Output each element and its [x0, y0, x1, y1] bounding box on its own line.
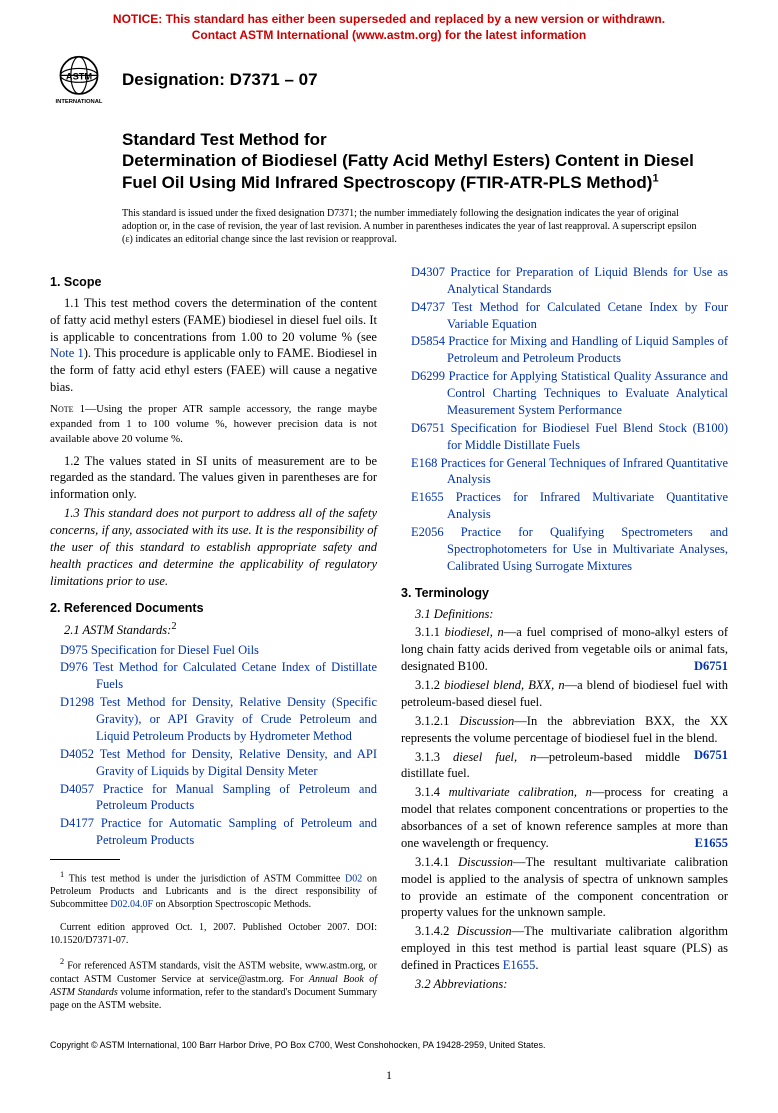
term-sub2: 3.2 Abbreviations: [401, 976, 728, 993]
ref-item[interactable]: D4057 Practice for Manual Sampling of Pe… [50, 781, 377, 815]
t1ref-link[interactable]: D6751 [680, 658, 728, 675]
term-3-1-1: 3.1.1 biodiesel, n—a fuel comprised of m… [401, 624, 728, 675]
term-3-1-4-2: 3.1.4.2 Discussion—The multivariate cali… [401, 923, 728, 974]
ref-item[interactable]: E1655 Practices for Infrared Multivariat… [401, 489, 728, 523]
term-3-1-3: 3.1.3 diesel fuel, n—petroleum-based mid… [401, 749, 728, 783]
t2d: 3.1.2.1 Discussion—In the abbreviation B… [401, 714, 728, 745]
note-label: Note [50, 403, 74, 415]
ref-item[interactable]: D975 Specification for Diesel Fuel Oils [50, 642, 377, 659]
ref-item[interactable]: E2056 Practice for Qualifying Spectromet… [401, 524, 728, 575]
t4d2b: . [535, 958, 538, 972]
scope-1-1b: ). This procedure is applicable only to … [50, 346, 377, 394]
fn1a: This test method is under the jurisdicti… [64, 873, 345, 884]
refs-sub: 2.1 ASTM Standards:2 [50, 620, 377, 639]
scope-1-1: 1.1 This test method covers the determin… [50, 295, 377, 396]
scope-1-2: 1.2 The values stated in SI units of mea… [50, 453, 377, 504]
ref-item[interactable]: D4737 Test Method for Calculated Cetane … [401, 299, 728, 333]
refs-list-left: D975 Specification for Diesel Fuel OilsD… [50, 642, 377, 850]
page-number: 1 [50, 1068, 728, 1083]
ref-item[interactable]: D6299 Practice for Applying Statistical … [401, 368, 728, 419]
ref-item[interactable]: D4177 Practice for Automatic Sampling of… [50, 815, 377, 849]
scope-head: 1. Scope [50, 274, 377, 291]
ref-item[interactable]: D976 Test Method for Calculated Cetane I… [50, 659, 377, 693]
refs-sup: 2 [171, 621, 176, 632]
t4term: multivariate calibration, n [449, 785, 592, 799]
t4d2-link[interactable]: E1655 [503, 958, 536, 972]
term-3-1-4: 3.1.4 multivariate calibration, n—proces… [401, 784, 728, 852]
ref-item[interactable]: E168 Practices for General Techniques of… [401, 455, 728, 489]
copyright: Copyright © ASTM International, 100 Barr… [50, 1040, 728, 1050]
title-sup: 1 [652, 172, 658, 184]
scope-1-1a: 1.1 This test method covers the determin… [50, 296, 377, 344]
footnote-1b: Current edition approved Oct. 1, 2007. P… [50, 921, 377, 947]
ref-item[interactable]: D4052 Test Method for Density, Relative … [50, 746, 377, 780]
term-3-1-2: 3.1.2 biodiesel blend, BXX, n—a blend of… [401, 677, 728, 711]
ref-item[interactable]: D5854 Practice for Mixing and Handling o… [401, 333, 728, 367]
svg-text:ASTM: ASTM [66, 72, 93, 82]
term-3-1-4-1: 3.1.4.1 Discussion—The resultant multiva… [401, 854, 728, 922]
t1term: biodiesel, n [445, 625, 504, 639]
notice-line-2: Contact ASTM International (www.astm.org… [192, 28, 586, 42]
note-1-text: Using the proper ATR sample accessory, t… [50, 403, 377, 445]
t4d2a: 3.1.4.2 Discussion—The multivariate cali… [401, 924, 728, 972]
designation: Designation: D7371 – 07 [122, 70, 318, 90]
t2term: biodiesel blend, BXX, n [444, 678, 565, 692]
title-block: Standard Test Method for Determination o… [122, 129, 728, 193]
notice-banner: NOTICE: This standard has either been su… [50, 12, 728, 43]
page: NOTICE: This standard has either been su… [0, 0, 778, 1113]
t1a: 3.1.1 [415, 625, 445, 639]
fn1-link-1[interactable]: D02 [345, 873, 362, 884]
columns: 1. Scope 1.1 This test method covers the… [50, 264, 728, 1022]
issuance-note: This standard is issued under the fixed … [122, 207, 698, 246]
refs-list-right: D4307 Practice for Preparation of Liquid… [401, 264, 728, 575]
refs-head: 2. Referenced Documents [50, 600, 377, 617]
scope-1-3: 1.3 This standard does not purport to ad… [50, 505, 377, 589]
ref-item[interactable]: D6751 Specification for Biodiesel Fuel B… [401, 420, 728, 454]
ref-item[interactable]: D4307 Practice for Preparation of Liquid… [401, 264, 728, 298]
fn1-link-2[interactable]: D02.04.0F [110, 899, 153, 910]
term-3-1-2-1: 3.1.2.1 Discussion—In the abbreviation B… [401, 713, 728, 747]
term-head: 3. Terminology [401, 585, 728, 602]
title-main: Determination of Biodiesel (Fatty Acid M… [122, 150, 728, 193]
title-pre: Standard Test Method for [122, 129, 728, 150]
footnote-separator [50, 859, 120, 860]
left-column: 1. Scope 1.1 This test method covers the… [50, 264, 377, 1022]
t4a: 3.1.4 [415, 785, 449, 799]
astm-logo: ASTM INTERNATIONAL [50, 51, 108, 109]
footnote-2: 2 For referenced ASTM standards, visit t… [50, 957, 377, 1011]
header-row: ASTM INTERNATIONAL Designation: D7371 – … [50, 51, 728, 109]
fn1c: on Absorption Spectroscopic Methods. [153, 899, 311, 910]
title-main-text: Determination of Biodiesel (Fatty Acid M… [122, 151, 694, 191]
t3a: 3.1.3 [415, 750, 453, 764]
note-num: 1— [74, 403, 97, 415]
term-sub1: 3.1 Definitions: [401, 606, 728, 623]
t2ref-link[interactable]: D6751 [680, 747, 728, 764]
note-1: Note 1—Using the proper ATR sample acces… [50, 402, 377, 447]
t2a: 3.1.2 [415, 678, 444, 692]
t3term: diesel fuel, n [453, 750, 536, 764]
right-column: D4307 Practice for Preparation of Liquid… [401, 264, 728, 1022]
t4ref-link[interactable]: E1655 [681, 835, 728, 852]
footnote-1: 1 This test method is under the jurisdic… [50, 870, 377, 911]
svg-text:INTERNATIONAL: INTERNATIONAL [56, 99, 103, 105]
refs-sub-text: 2.1 ASTM Standards: [64, 624, 171, 638]
ref-item[interactable]: D1298 Test Method for Density, Relative … [50, 694, 377, 745]
notice-line-1: NOTICE: This standard has either been su… [113, 12, 665, 26]
note-1-link[interactable]: Note 1 [50, 346, 84, 360]
